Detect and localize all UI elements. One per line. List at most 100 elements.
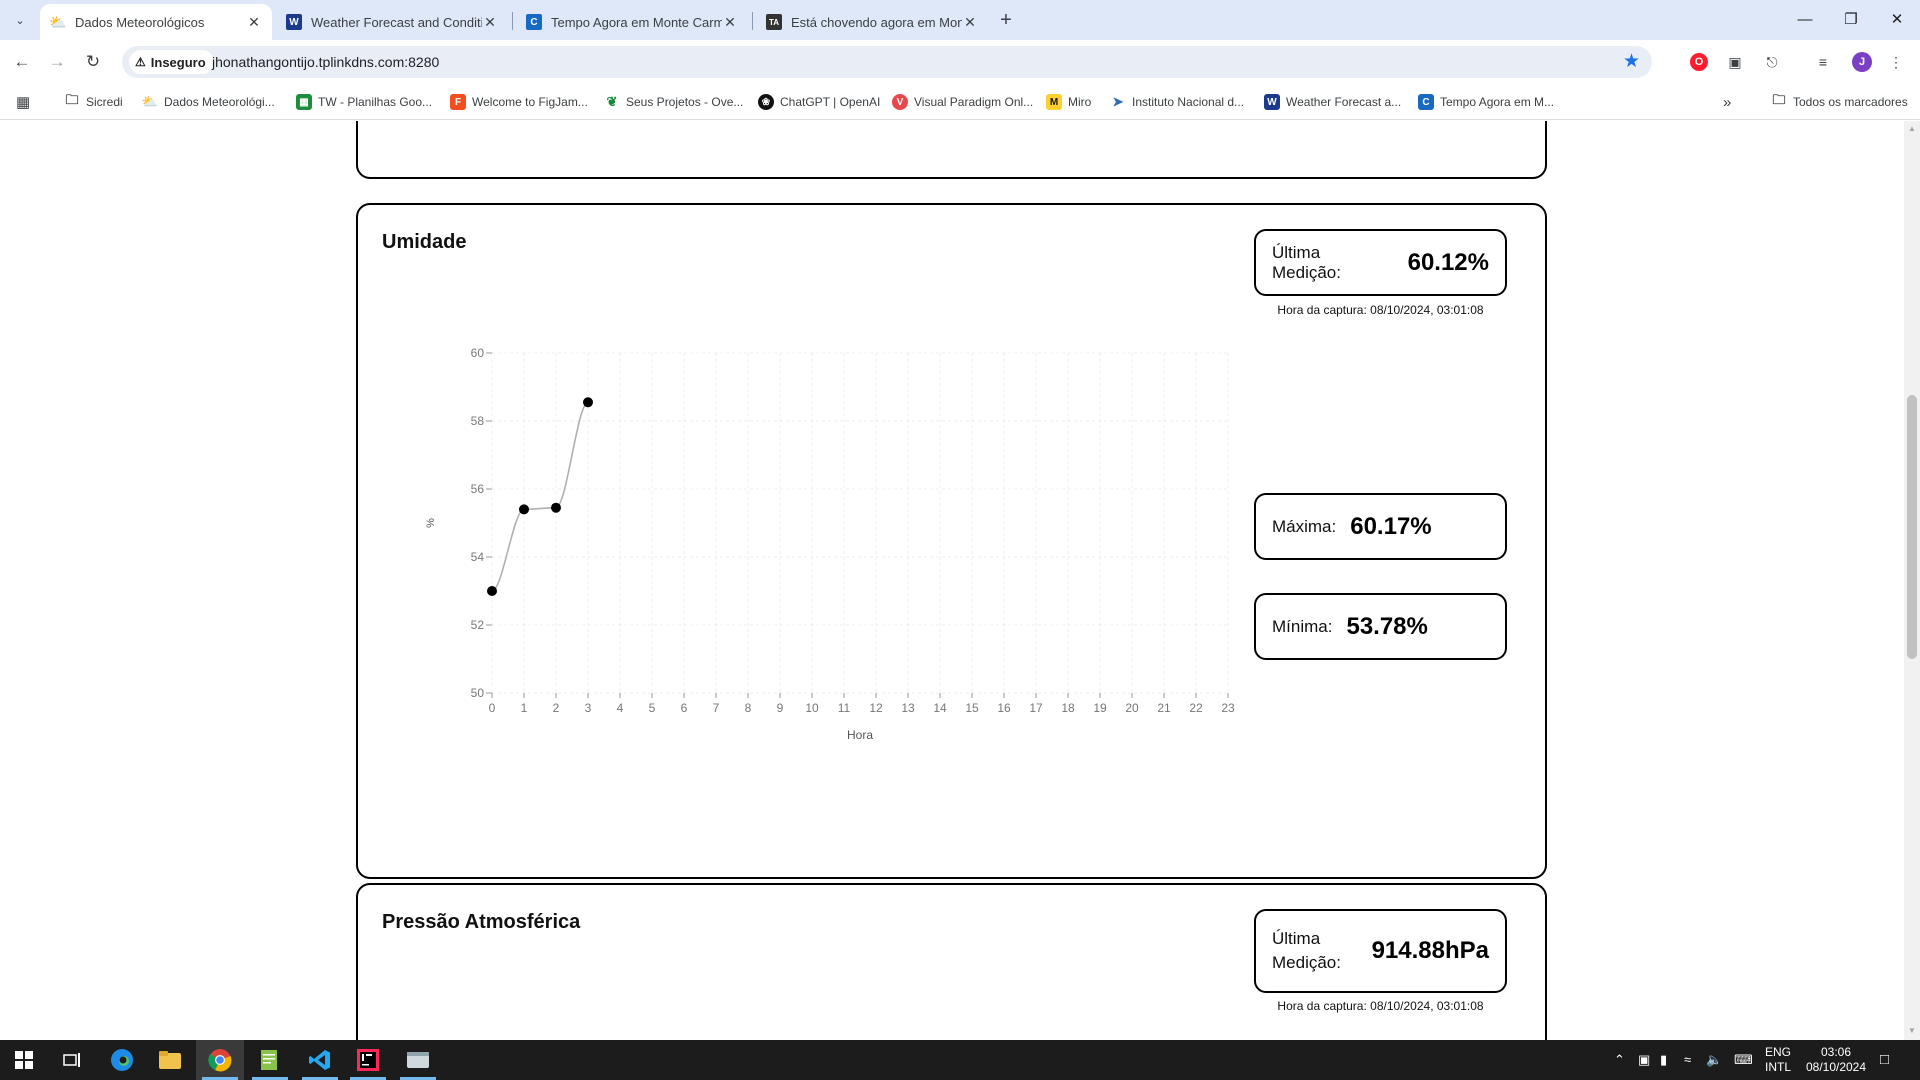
x-tick-label: 9	[777, 701, 784, 715]
bookmark-instituto-nacional[interactable]: ➤ Instituto Nacional d...	[1110, 92, 1245, 112]
bookmark-miro[interactable]: M Miro	[1046, 92, 1091, 112]
profile-avatar[interactable]: J	[1852, 52, 1872, 72]
volume-muted-icon[interactable]: 🔈	[1706, 1052, 1723, 1067]
clock-date: 08/10/2024	[1805, 1060, 1867, 1074]
bookmark-figjam[interactable]: F Welcome to FigJam...	[450, 92, 588, 112]
task-view-icon[interactable]	[48, 1040, 96, 1080]
folder-icon: 🗀	[65, 92, 79, 107]
x-tick-label: 16	[997, 701, 1011, 715]
more-menu-icon[interactable]: ⋮	[1889, 54, 1903, 70]
file-explorer-icon[interactable]	[146, 1040, 194, 1080]
min-box: Mínima: 53.78%	[1254, 593, 1507, 660]
reload-icon[interactable]: ↻	[85, 52, 101, 71]
weather-site-icon: W	[1264, 94, 1280, 110]
x-tick-label: 3	[585, 701, 592, 715]
restore-icon[interactable]: ❐	[1844, 11, 1858, 28]
bookmark-weather-forecast[interactable]: W Weather Forecast a...	[1264, 92, 1401, 112]
x-tick-label: 15	[965, 701, 979, 715]
x-tick-label: 14	[933, 701, 947, 715]
intellij-icon[interactable]	[344, 1040, 392, 1080]
clock-time: 03:06	[1820, 1045, 1852, 1059]
address-bar[interactable]: ⚠ Inseguro jhonathangontijo.tplinkdns.co…	[122, 46, 1652, 78]
data-point	[551, 502, 561, 513]
last-measurement-value: 60.12%	[1407, 248, 1489, 276]
y-tick-label: 58	[471, 414, 485, 428]
min-label: Mínima:	[1272, 616, 1333, 636]
extension-icon[interactable]: ▣	[1728, 54, 1742, 70]
scroll-up-arrow-icon[interactable]: ▲	[1908, 124, 1916, 133]
puzzle-extensions-icon[interactable]: ⎋	[1766, 54, 1778, 70]
more-bookmarks-chevron-icon[interactable]: »	[1723, 93, 1732, 111]
apps-grid-icon[interactable]: ▦	[16, 94, 31, 111]
x-tick-label: 5	[649, 701, 656, 715]
bookmark-seus-projetos[interactable]: ❦ Seus Projetos - Ove...	[604, 92, 744, 112]
windows-start-icon[interactable]	[0, 1040, 48, 1080]
x-tick-label: 0	[489, 701, 496, 715]
new-tab-plus-icon[interactable]: +	[1000, 9, 1012, 31]
max-label: Máxima:	[1272, 516, 1337, 536]
bookmark-label: Visual Paradigm Onl...	[914, 95, 1034, 109]
windows-taskbar: ⌃ ▣ ▮ ≈ 🔈 ⌨ ENG INTL 03:06 08/10/2024 □	[0, 1040, 1920, 1080]
battery-icon[interactable]: ▮	[1660, 1052, 1668, 1067]
media-controls-icon[interactable]: ≡	[1818, 54, 1828, 70]
tab-esta-chovendo[interactable]: TA Está chovendo agora em Monte ✕	[756, 4, 988, 40]
tab-weather-forecast[interactable]: W Weather Forecast and Conditio ✕	[276, 4, 508, 40]
climatempo-icon: C	[526, 14, 542, 30]
scroll-down-arrow-icon[interactable]: ▼	[1908, 1026, 1916, 1035]
tab-tempo-agora[interactable]: C Tempo Agora em Monte Carme ✕	[516, 4, 748, 40]
minimize-icon[interactable]: —	[1797, 11, 1813, 28]
bookmark-tempo-agora[interactable]: C Tempo Agora em M...	[1418, 92, 1554, 112]
close-icon[interactable]: ✕	[484, 13, 496, 30]
tab-search-chevron-icon[interactable]: ⌄	[15, 14, 25, 27]
bookmark-sicredi[interactable]: 🗀 Sicredi	[64, 92, 122, 112]
tab-dados-meteorologicos[interactable]: ⛅ Dados Meteorológicos ✕	[40, 4, 272, 40]
close-icon[interactable]: ✕	[248, 13, 260, 30]
bookmark-label: TW - Planilhas Goo...	[318, 95, 433, 109]
tray-overflow-chevron-icon[interactable]: ⌃	[1614, 1052, 1625, 1067]
weather-site-icon: W	[286, 14, 302, 30]
all-bookmarks[interactable]: 🗀 Todos os marcadores	[1771, 92, 1908, 112]
chrome-icon[interactable]	[196, 1040, 244, 1080]
bookmark-chatgpt[interactable]: ❀ ChatGPT | OpenAI	[758, 92, 880, 112]
back-arrow-icon[interactable]: ←	[13, 52, 31, 71]
url-text[interactable]: jhonathangontijo.tplinkdns.com:8280	[212, 54, 440, 70]
x-tick-label: 6	[681, 701, 688, 715]
y-tick-label: 54	[471, 550, 485, 564]
x-axis-label: Hora	[847, 728, 873, 742]
climatempo-icon: C	[1418, 94, 1434, 110]
y-axis-label: %	[425, 518, 437, 528]
vscode-icon[interactable]	[296, 1040, 344, 1080]
bookmark-visual-paradigm[interactable]: V Visual Paradigm Onl...	[892, 92, 1033, 112]
forward-arrow-icon[interactable]: →	[48, 52, 66, 71]
tab-strip: ⌄ ⛅ Dados Meteorológicos ✕ W Weather For…	[0, 0, 1920, 40]
wifi-icon[interactable]: ≈	[1684, 1052, 1692, 1067]
miro-icon: M	[1046, 94, 1062, 110]
close-icon[interactable]: ✕	[724, 13, 736, 30]
notepad-icon[interactable]	[246, 1040, 294, 1080]
close-window-icon[interactable]: ✕	[1890, 11, 1904, 28]
meet-now-icon[interactable]: ▣	[1638, 1052, 1651, 1067]
close-icon[interactable]: ✕	[964, 13, 976, 30]
humidity-title: Umidade	[382, 231, 467, 253]
tab-title: Está chovendo agora em Monte	[791, 14, 962, 30]
data-point	[519, 504, 529, 515]
bookmark-tw-planilhas[interactable]: ▦ TW - Planilhas Goo...	[296, 92, 432, 112]
language-indicator[interactable]: ENG INTL	[1758, 1045, 1798, 1075]
x-tick-label: 10	[805, 701, 819, 715]
bookmark-star-icon[interactable]: ★	[1622, 51, 1640, 72]
page-scrollbar[interactable]: ▲ ▼	[1904, 121, 1920, 1040]
pressure-title: Pressão Atmosférica	[382, 911, 581, 933]
opera-extension-icon[interactable]: O	[1690, 53, 1708, 71]
notifications-icon[interactable]: □	[1880, 1051, 1890, 1068]
edge-icon[interactable]	[98, 1040, 146, 1080]
keyboard-icon[interactable]: ⌨	[1734, 1052, 1753, 1067]
clock[interactable]: 03:06 08/10/2024	[1796, 1045, 1876, 1075]
app-window-icon[interactable]	[394, 1040, 442, 1080]
bookmark-dados-meteorologicos[interactable]: ⛅ Dados Meteorológi...	[142, 92, 275, 112]
last-measurement-box: Última Medição: 60.12%	[1254, 229, 1507, 296]
security-indicator[interactable]: ⚠ Inseguro	[129, 50, 214, 74]
humidity-card: Umidade Última Medição: 60.12% Hora da c…	[356, 203, 1547, 879]
tab-title: Tempo Agora em Monte Carme	[551, 14, 722, 30]
scrollbar-thumb[interactable]	[1907, 395, 1917, 659]
bookmark-label: Todos os marcadores	[1793, 95, 1908, 109]
